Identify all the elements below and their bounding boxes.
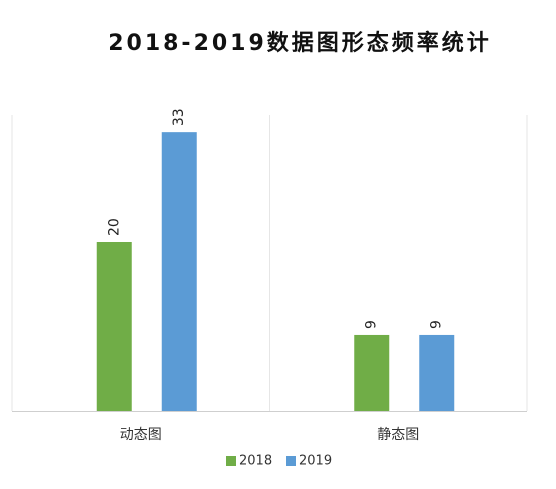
category-label-1: 静态图 (377, 427, 419, 443)
bars-layer (96, 132, 455, 411)
chart-title: 2018-2019数据图形态频率统计 (108, 30, 492, 56)
data-label-2019-1: 9 (429, 320, 445, 329)
legend-swatch-2018 (226, 456, 236, 466)
category-label-0: 动态图 (120, 427, 162, 443)
bar-2019-0 (161, 132, 197, 411)
legend-swatch-2019 (286, 456, 296, 466)
data-labels-layer: 20 9 33 9 (106, 108, 445, 329)
legend-label-2019: 2019 (299, 454, 332, 469)
data-label-2018-1: 9 (364, 320, 380, 329)
data-label-2018-0: 20 (106, 218, 122, 236)
bar-2019-1 (419, 334, 455, 411)
x-axis: 动态图 静态图 (11, 115, 528, 443)
bar-2018-1 (354, 334, 390, 411)
legend-label-2018: 2018 (239, 454, 272, 469)
data-label-2019-0: 33 (171, 108, 187, 126)
legend: 2018 2019 (226, 454, 332, 469)
bar-2018-0 (96, 242, 132, 411)
